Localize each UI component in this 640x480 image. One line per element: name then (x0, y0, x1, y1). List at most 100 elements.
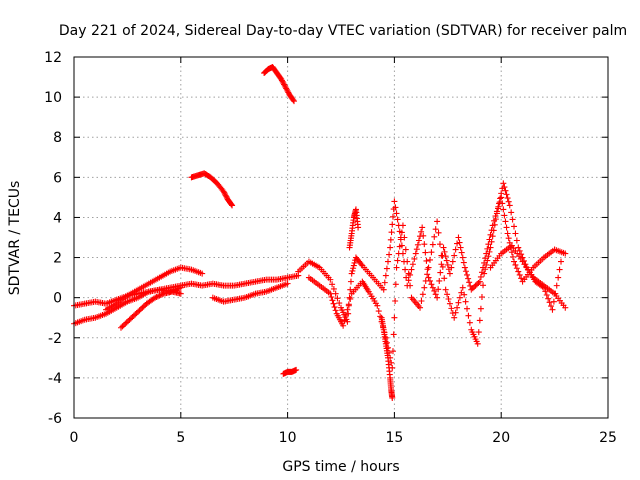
y-tick-label: 10 (44, 90, 62, 106)
data-point (429, 241, 436, 248)
data-point (475, 279, 482, 286)
x-tick-label: 10 (279, 430, 297, 446)
data-point (462, 268, 469, 275)
data-point (278, 76, 285, 83)
data-point (346, 294, 353, 301)
data-point (434, 218, 441, 225)
data-point (432, 226, 439, 233)
data-marks (71, 64, 569, 401)
data-point (389, 213, 396, 220)
data-point (327, 290, 334, 297)
data-point (435, 286, 442, 293)
data-point (481, 270, 488, 277)
data-point (516, 271, 523, 278)
data-point (393, 264, 400, 271)
data-point (407, 271, 414, 278)
data-point (135, 308, 142, 315)
data-point (508, 249, 515, 256)
data-point (476, 278, 483, 285)
data-point (429, 284, 436, 291)
data-point (558, 258, 565, 265)
data-point (511, 258, 518, 265)
data-point (334, 295, 341, 302)
data-point (508, 209, 515, 216)
data-point (504, 230, 511, 237)
data-point (291, 98, 298, 105)
data-point (449, 258, 456, 265)
data-point (451, 314, 458, 321)
data-point (284, 88, 291, 95)
y-tick-label: 6 (53, 170, 62, 186)
data-point (545, 295, 552, 302)
data-point (477, 273, 484, 280)
data-point (455, 299, 462, 306)
data-point (392, 298, 399, 305)
data-point (445, 296, 452, 303)
data-point (344, 318, 351, 325)
data-point (387, 244, 394, 251)
data-point (408, 266, 415, 273)
data-point (159, 291, 166, 298)
data-point (281, 81, 288, 88)
data-point (436, 277, 443, 284)
data-point (457, 244, 464, 251)
data-point (471, 283, 478, 290)
series-arc-peak-11 (261, 64, 298, 105)
data-point (509, 216, 516, 223)
data-point (444, 291, 451, 298)
tick-layer: 0 5 10 15 20 25 -6 -4 -2 0 2 4 6 8 10 12 (44, 50, 617, 446)
data-point (199, 270, 206, 277)
data-point (395, 250, 402, 257)
data-point (392, 204, 399, 211)
x-tick-label: 25 (599, 430, 617, 446)
data-point (402, 266, 409, 273)
data-point (438, 252, 445, 259)
data-point (396, 243, 403, 250)
data-point (500, 206, 507, 213)
data-point (455, 234, 462, 241)
data-point (140, 303, 147, 310)
data-point (427, 256, 433, 263)
data-point (392, 281, 399, 288)
x-tick-label: 0 (70, 430, 79, 446)
data-point (459, 254, 466, 261)
data-point (349, 267, 356, 274)
data-point (419, 224, 426, 231)
data-point (476, 317, 483, 324)
data-point (485, 241, 492, 248)
data-point (435, 229, 442, 236)
data-point (139, 304, 146, 311)
data-point (440, 244, 447, 251)
data-point (436, 241, 443, 248)
series-arc-baseline-b (71, 284, 184, 327)
data-point (466, 279, 473, 286)
data-point (456, 239, 463, 246)
data-point (458, 249, 465, 256)
data-point (117, 324, 124, 331)
series-arc-dip (209, 280, 291, 305)
series-arc-low-4 (280, 366, 300, 377)
data-point (414, 241, 421, 248)
data-point (413, 246, 420, 253)
data-point (391, 198, 398, 205)
data-point (477, 305, 484, 312)
data-point (480, 282, 487, 289)
data-point (278, 77, 285, 84)
series-arc-rise-a (103, 264, 206, 313)
data-point (412, 250, 419, 257)
data-point (555, 274, 562, 281)
data-point (375, 308, 382, 315)
y-tick-label: -6 (48, 411, 62, 427)
x-tick-label: 5 (176, 430, 185, 446)
data-point (401, 234, 408, 241)
data-point (441, 248, 448, 255)
data-point (331, 304, 338, 311)
data-point (374, 302, 381, 309)
data-point (556, 266, 563, 273)
data-point (377, 313, 384, 320)
data-point (285, 89, 292, 96)
data-point (389, 394, 396, 401)
data-point (461, 264, 468, 271)
series-arc-spike-13 (346, 206, 362, 251)
